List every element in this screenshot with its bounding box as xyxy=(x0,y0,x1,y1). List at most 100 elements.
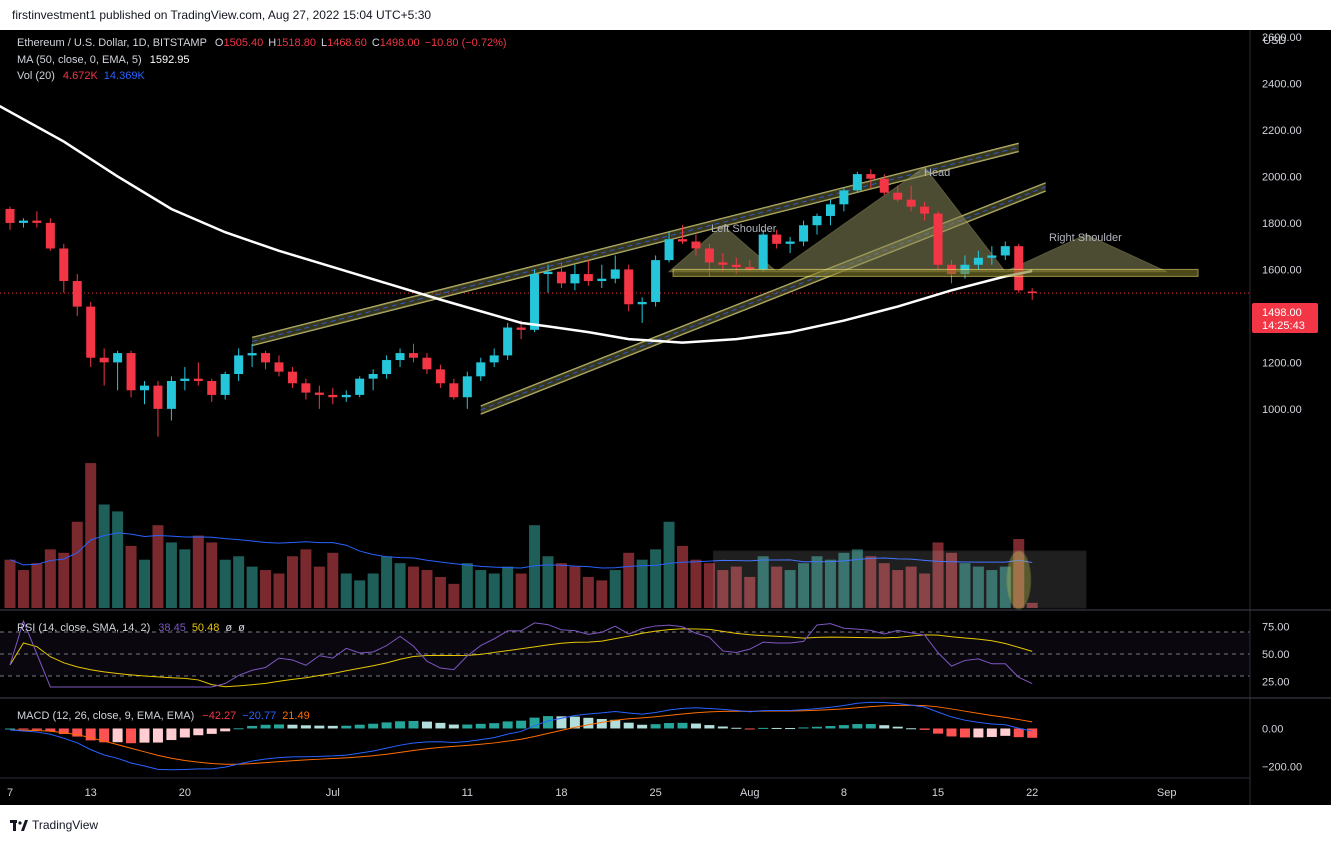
macd-hist-bar xyxy=(99,728,110,743)
candle-body xyxy=(409,353,418,358)
volume-bar xyxy=(730,566,742,608)
candle-body xyxy=(825,204,835,216)
macd-hist-value: −42.27 xyxy=(202,710,236,722)
volume-bar xyxy=(569,566,581,608)
candle-body xyxy=(153,385,163,409)
volume-bar xyxy=(461,563,473,608)
macd-hist-bar xyxy=(812,726,822,729)
candle-body xyxy=(113,353,123,363)
time-tick-label: 7 xyxy=(7,787,13,799)
macd-hist-bar xyxy=(690,723,701,729)
macd-hist-bar xyxy=(58,728,69,734)
macd-hist-bar xyxy=(906,728,917,730)
time-tick-label: 11 xyxy=(462,787,473,799)
volume-bar xyxy=(246,566,258,608)
volume-bar xyxy=(85,463,97,608)
ma-value: 1592.95 xyxy=(150,54,190,66)
candle-body xyxy=(933,213,943,265)
volume-bar xyxy=(125,545,137,608)
ma-legend[interactable]: MA (50, close, 0, EMA, 5) 1592.95 xyxy=(17,54,189,66)
macd-hist-bar xyxy=(865,724,876,729)
volume-bar xyxy=(17,570,29,608)
volume-bar xyxy=(905,566,917,608)
candle-body xyxy=(301,383,311,393)
volume-bar xyxy=(865,556,877,608)
rsi-value: 38.45 xyxy=(158,622,186,634)
vol-legend[interactable]: Vol (20) 4.672K 14.369K xyxy=(17,70,145,82)
macd-hist-bar xyxy=(731,727,742,729)
rsi-legend[interactable]: RSI (14, close, SMA, 14, 2) 38.45 50.48 ø ø xyxy=(17,622,245,634)
volume-bar xyxy=(1026,602,1038,608)
macd-hist-bar xyxy=(274,724,284,729)
volume-bar xyxy=(986,570,998,608)
candle-body xyxy=(893,192,903,200)
candle-body xyxy=(772,234,782,244)
macd-hist-bar xyxy=(704,725,715,729)
volume-bar xyxy=(1013,539,1025,608)
volume-bar xyxy=(313,566,325,608)
macd-tick-label: −200.00 xyxy=(1262,762,1302,774)
volume-bar xyxy=(811,556,823,608)
volume-bar xyxy=(71,521,83,608)
chart-svg[interactable]: 1000.001200.001400.001600.001800.002000.… xyxy=(0,30,1331,805)
volume-bar xyxy=(529,525,541,608)
rsi-extra-2: ø xyxy=(238,622,245,634)
volume-bar xyxy=(475,570,487,608)
volume-bar xyxy=(623,552,635,608)
footer: TradingView xyxy=(0,805,1331,843)
candle-body xyxy=(261,353,271,363)
vol-label: Vol (20) xyxy=(17,70,55,82)
price-tick-label: 1800.00 xyxy=(1262,218,1302,230)
volume-bar xyxy=(340,573,352,608)
time-tick-label: 8 xyxy=(841,787,847,799)
symbol-legend[interactable]: Ethereum / U.S. Dollar, 1D, BITSTAMP O150… xyxy=(17,37,507,49)
macd-legend[interactable]: MACD (12, 26, close, 9, EMA, EMA) −42.27−… xyxy=(17,710,310,722)
volume-bar xyxy=(757,556,769,608)
candle-body xyxy=(543,271,553,275)
candle-body xyxy=(59,248,69,282)
candle-body xyxy=(341,394,351,398)
macd-hist-bar xyxy=(395,721,406,729)
candle-body xyxy=(556,271,566,284)
price-tick-label: 2000.00 xyxy=(1262,171,1302,183)
volume-bar xyxy=(286,556,298,608)
volume-bar xyxy=(260,570,272,608)
volume-bar xyxy=(44,549,56,608)
macd-hist-bar xyxy=(664,723,675,729)
chart-area[interactable]: 1000.001200.001400.001600.001800.002000.… xyxy=(0,30,1331,805)
volume-bar xyxy=(878,563,890,608)
macd-hist-bar xyxy=(933,728,944,734)
macd-hist-bar xyxy=(744,728,755,730)
volume-bar xyxy=(408,566,419,608)
high-label: H xyxy=(268,37,276,49)
volume-bar xyxy=(542,556,554,608)
macd-hist-bar xyxy=(596,719,607,729)
drawings-back xyxy=(0,142,1250,415)
candle-body xyxy=(45,222,55,249)
macd-hist-bar xyxy=(583,717,594,729)
macd-hist-bar xyxy=(758,727,769,729)
macd-hist-bar xyxy=(368,723,379,729)
ma-50-line xyxy=(0,104,1033,344)
candle-body xyxy=(704,248,714,263)
volume-bar xyxy=(582,576,594,608)
candle-body xyxy=(328,394,338,398)
candle-body xyxy=(987,255,997,258)
macd-hist-bar xyxy=(18,728,29,730)
candle-body xyxy=(140,385,149,391)
candle-body xyxy=(570,274,580,284)
macd-hist-bar xyxy=(327,725,338,729)
macd-hist-bar xyxy=(139,728,150,743)
candle-body xyxy=(422,357,432,370)
candle-body xyxy=(234,355,244,374)
time-tick-label: 22 xyxy=(1026,787,1038,799)
brand[interactable]: TradingView xyxy=(10,818,98,832)
candle-body xyxy=(624,269,634,305)
candle-body xyxy=(651,260,661,302)
candle-body xyxy=(18,220,28,223)
macd-hist-bar xyxy=(825,726,836,729)
rsi-ma-value: 50.48 xyxy=(192,622,220,634)
candle-body xyxy=(99,357,109,363)
neckline-zone xyxy=(672,268,1199,277)
macd-hist-bar xyxy=(637,724,648,729)
